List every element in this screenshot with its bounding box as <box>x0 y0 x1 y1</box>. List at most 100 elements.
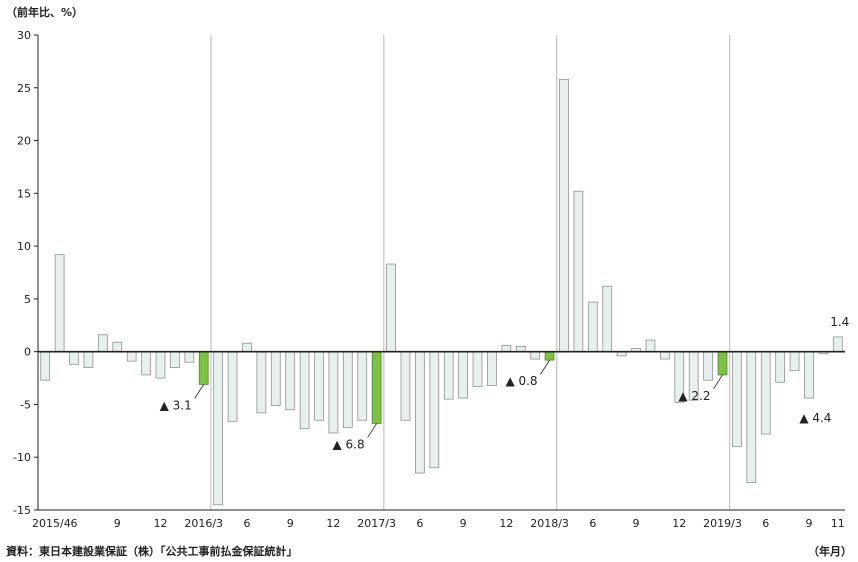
bar-2018-3 <box>544 351 555 361</box>
bar-2016-2 <box>184 351 195 363</box>
unit-label: （前年比、%） <box>6 5 83 19</box>
annotation-label-5: 1.4 <box>830 315 849 329</box>
y-tick-label: -15 <box>13 504 31 517</box>
x-tick-label: 9 <box>805 517 812 530</box>
bar-2016-6 <box>242 342 252 353</box>
x-tick-label: 2017/3 <box>357 517 396 530</box>
x-tick-label: 6 <box>416 517 423 530</box>
annotation-leader-2 <box>540 359 550 375</box>
bar-2018-11 <box>660 351 670 360</box>
bar-2016-12 <box>328 351 339 434</box>
x-tick-label: 12 <box>326 517 340 530</box>
bar-2017-7 <box>429 351 440 469</box>
y-tick-label: 0 <box>24 346 31 359</box>
x-tick-label: 2018/3 <box>530 517 569 530</box>
bar-2017-6 <box>415 351 425 474</box>
y-axis-ticks: -15 -10 -5 0 5 10 15 20 25 30 <box>13 29 38 517</box>
source-note: 資料：東日本建設業保証（株）「公共工事前払金保証統計」 <box>6 544 298 558</box>
bar-2015-6 <box>69 351 79 365</box>
x-tick-label: 6 <box>243 517 250 530</box>
bar-2016-5 <box>227 351 238 422</box>
bar-2019-3 <box>717 351 728 376</box>
x-tick-label: 6 <box>71 517 78 530</box>
annotation-leader-0 <box>194 384 205 399</box>
x-unit-label: （年月） <box>808 544 852 558</box>
bar-2017-12 <box>501 344 512 353</box>
x-tick-label: 9 <box>460 517 467 530</box>
bar-2019-9 <box>804 351 814 399</box>
bar-2019-2 <box>703 351 713 381</box>
y-tick-label: 15 <box>17 187 31 200</box>
bar-2018-10 <box>645 339 656 353</box>
bar-2019-8 <box>789 351 800 372</box>
y-tick-label: -5 <box>20 398 31 411</box>
annotation-label-2: ▲ 0.8 <box>505 374 537 388</box>
bar-2017-9 <box>458 351 468 399</box>
annotation-label-4: ▲ 4.4 <box>799 411 831 425</box>
x-tick-label: 6 <box>762 517 769 530</box>
bar-2016-7 <box>256 351 267 414</box>
x-tick-label: 9 <box>633 517 640 530</box>
bar-2017-11 <box>487 351 497 386</box>
bar-2018-7 <box>602 285 613 353</box>
bar-2015-7 <box>83 351 94 368</box>
bar-2017-1 <box>342 351 353 429</box>
bar-2015-8 <box>97 334 108 353</box>
bar-2016-4 <box>213 351 223 506</box>
y-tick-label: 10 <box>17 240 31 253</box>
bar-2017-5 <box>400 351 411 421</box>
bar-2017-4 <box>386 263 396 353</box>
y-tick-label: 20 <box>17 135 31 148</box>
x-tick-label: 12 <box>499 517 513 530</box>
bar-2015-9 <box>112 341 123 353</box>
x-tick-label: 9 <box>287 517 294 530</box>
bar-2015-10 <box>126 351 137 362</box>
annotations: ▲ 3.1 ▲ 6.8 ▲ 0.8 ▲ 2.2 ▲ 4.4 1.4 <box>160 315 850 452</box>
bar-2017-8 <box>443 351 454 400</box>
fiscal-year-dividers <box>210 35 731 510</box>
x-tick-label: 6 <box>589 517 596 530</box>
bar-2016-3 <box>198 351 209 385</box>
annotation-label-0: ▲ 3.1 <box>160 398 192 412</box>
y-tick-label: 30 <box>17 29 31 42</box>
bar-2018-4 <box>559 78 569 353</box>
bar-2018-6 <box>587 301 598 353</box>
y-tick-label: 5 <box>24 293 31 306</box>
bar-2019-4 <box>732 351 742 448</box>
bar-2016-8 <box>270 351 281 406</box>
x-tick-label: 12 <box>672 517 686 530</box>
annotation-label-1: ▲ 6.8 <box>333 437 365 451</box>
bar-2018-2 <box>530 351 541 360</box>
annotation-leader-3 <box>713 374 723 390</box>
annotation-leader-1 <box>367 423 377 438</box>
bar-2015-12 <box>155 351 166 379</box>
x-tick-label: 2016/3 <box>184 517 223 530</box>
bar-2019-7 <box>775 351 786 383</box>
bar-2019-11 <box>832 336 843 353</box>
bar-2015-5 <box>54 254 65 353</box>
axes <box>37 35 845 511</box>
x-axis-ticks: 2015/4 6 9 12 2016/3 6 9 12 2017/3 6 9 12 2018/3 6 9 12… <box>32 517 845 530</box>
bar-2017-2 <box>357 351 368 421</box>
bar-2016-10 <box>299 351 310 430</box>
bar-2016-1 <box>170 351 180 368</box>
y-tick-label: -10 <box>13 451 31 464</box>
y-tick-label: 25 <box>17 82 31 95</box>
x-tick-label: 9 <box>114 517 121 530</box>
bar-2016-9 <box>285 351 296 411</box>
bar-2016-11 <box>314 351 324 421</box>
x-tick-label: 2015/4 <box>32 517 71 530</box>
bar-2018-5 <box>573 190 584 353</box>
bar-2019-6 <box>760 351 771 435</box>
bar-2015-11 <box>141 351 151 376</box>
bar-2019-5 <box>746 351 757 483</box>
bar-2017-3 <box>371 351 382 424</box>
bar-2015-4 <box>40 351 51 381</box>
bar-series <box>40 78 843 506</box>
bar-2017-10 <box>472 351 483 387</box>
annotation-label-3: ▲ 2.2 <box>678 389 710 403</box>
x-tick-label: 2019/3 <box>703 517 742 530</box>
x-tick-label: 12 <box>153 517 167 530</box>
x-tick-label: 11 <box>831 517 845 530</box>
